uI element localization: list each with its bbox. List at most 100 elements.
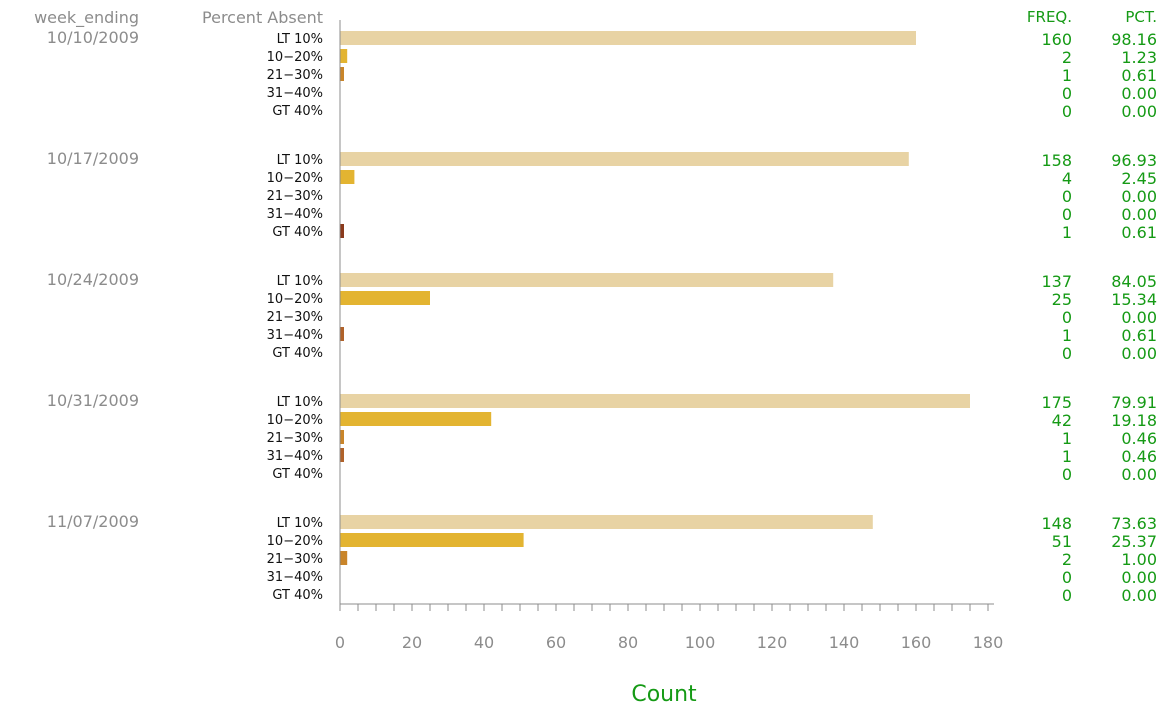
bar [340, 224, 344, 238]
category-label: GT 40% [272, 225, 323, 240]
freq-value: 0 [1062, 465, 1072, 484]
week-label: 10/10/2009 [47, 28, 139, 47]
category-label: LT 10% [277, 32, 323, 47]
category-label: GT 40% [272, 588, 323, 603]
freq-value: 25 [1052, 290, 1072, 309]
pct-value: 15.34 [1111, 290, 1157, 309]
pct-value: 0.00 [1121, 308, 1157, 327]
pct-value: 79.91 [1111, 393, 1157, 412]
freq-value: 1 [1062, 66, 1072, 85]
bar [340, 67, 344, 81]
freq-value: 158 [1041, 151, 1072, 170]
x-tick-label: 80 [618, 633, 638, 652]
freq-value: 1 [1062, 429, 1072, 448]
category-label: 31−40% [267, 86, 323, 101]
pct-value: 73.63 [1111, 514, 1157, 533]
bar [340, 170, 355, 184]
bar [340, 31, 916, 45]
pct-value: 0.00 [1121, 102, 1157, 121]
freq-value: 51 [1052, 532, 1072, 551]
freq-value: 1 [1062, 223, 1072, 242]
x-axis-label: Count [631, 682, 697, 707]
category-label: 21−30% [267, 552, 323, 567]
pct-value: 96.93 [1111, 151, 1157, 170]
freq-value: 42 [1052, 411, 1072, 430]
pct-value: 2.45 [1121, 169, 1157, 188]
pct-value: 0.46 [1121, 447, 1157, 466]
category-label: GT 40% [272, 104, 323, 119]
category-label: LT 10% [277, 153, 323, 168]
pct-value: 0.61 [1121, 326, 1157, 345]
x-tick-label: 180 [973, 633, 1004, 652]
week-ending-header: week_ending [34, 8, 139, 28]
freq-value: 0 [1062, 84, 1072, 103]
category-label: 21−30% [267, 189, 323, 204]
category-label: 10−20% [267, 292, 323, 307]
week-label: 11/07/2009 [47, 512, 139, 531]
pct-value: 1.00 [1121, 550, 1157, 569]
category-label: 10−20% [267, 171, 323, 186]
freq-value: 0 [1062, 568, 1072, 587]
freq-value: 160 [1041, 30, 1072, 49]
freq-value: 1 [1062, 326, 1072, 345]
pct-value: 0.00 [1121, 187, 1157, 206]
week-group: 10/10/2009 LT 10% 160 98.16 10−20% 2 1.23 21−30… [47, 28, 1157, 121]
category-label: LT 10% [277, 516, 323, 531]
week-group: 10/17/2009 LT 10% 158 96.93 10−20% 4 2.45 21−30… [47, 149, 1157, 242]
x-axis: 0 20 40 60 80 100 120 140 160 180 [335, 20, 1003, 652]
bar [340, 412, 492, 426]
pct-value: 0.00 [1121, 568, 1157, 587]
category-label: 10−20% [267, 50, 323, 65]
freq-header: FREQ. [1027, 8, 1072, 26]
bar [340, 533, 524, 547]
percent-absent-header: Percent Absent [202, 8, 323, 27]
bar [340, 515, 873, 529]
pct-value: 19.18 [1111, 411, 1157, 430]
week-label: 10/17/2009 [47, 149, 139, 168]
category-label: LT 10% [277, 395, 323, 410]
category-label: 21−30% [267, 431, 323, 446]
category-label: 31−40% [267, 328, 323, 343]
category-label: 31−40% [267, 207, 323, 222]
x-tick-label: 60 [546, 633, 566, 652]
bar [340, 551, 348, 565]
category-label: GT 40% [272, 346, 323, 361]
bar [340, 152, 909, 166]
pct-value: 84.05 [1111, 272, 1157, 291]
bar [340, 448, 344, 462]
category-label: 21−30% [267, 310, 323, 325]
category-label: 31−40% [267, 449, 323, 464]
x-tick-label: 100 [685, 633, 716, 652]
pct-value: 0.00 [1121, 205, 1157, 224]
pct-value: 0.61 [1121, 66, 1157, 85]
freq-value: 2 [1062, 48, 1072, 67]
week-group: 10/31/2009 LT 10% 175 79.91 10−20% 42 19.18 21−… [47, 391, 1157, 484]
week-group: 10/24/2009 LT 10% 137 84.05 10−20% 25 15.34 21−… [47, 270, 1157, 363]
pct-value: 0.00 [1121, 344, 1157, 363]
category-label: 21−30% [267, 68, 323, 83]
pct-value: 0.00 [1121, 586, 1157, 605]
x-tick-label: 120 [757, 633, 788, 652]
plot-area: 10/10/2009 LT 10% 160 98.16 10−20% 2 1.23 21−30… [47, 28, 1157, 605]
category-label: GT 40% [272, 467, 323, 482]
pct-value: 25.37 [1111, 532, 1157, 551]
freq-value: 2 [1062, 550, 1072, 569]
category-label: 10−20% [267, 413, 323, 428]
pct-header: PCT. [1125, 8, 1157, 26]
x-tick-label: 160 [901, 633, 932, 652]
freq-value: 4 [1062, 169, 1072, 188]
freq-value: 1 [1062, 447, 1072, 466]
pct-value: 0.00 [1121, 465, 1157, 484]
x-tick-label: 0 [335, 633, 345, 652]
x-tick-label: 40 [474, 633, 494, 652]
freq-value: 137 [1041, 272, 1072, 291]
category-label: 31−40% [267, 570, 323, 585]
freq-value: 0 [1062, 586, 1072, 605]
bar [340, 291, 430, 305]
bar [340, 273, 834, 287]
freq-value: 0 [1062, 344, 1072, 363]
freq-value: 0 [1062, 308, 1072, 327]
freq-value: 0 [1062, 205, 1072, 224]
freq-value: 0 [1062, 102, 1072, 121]
